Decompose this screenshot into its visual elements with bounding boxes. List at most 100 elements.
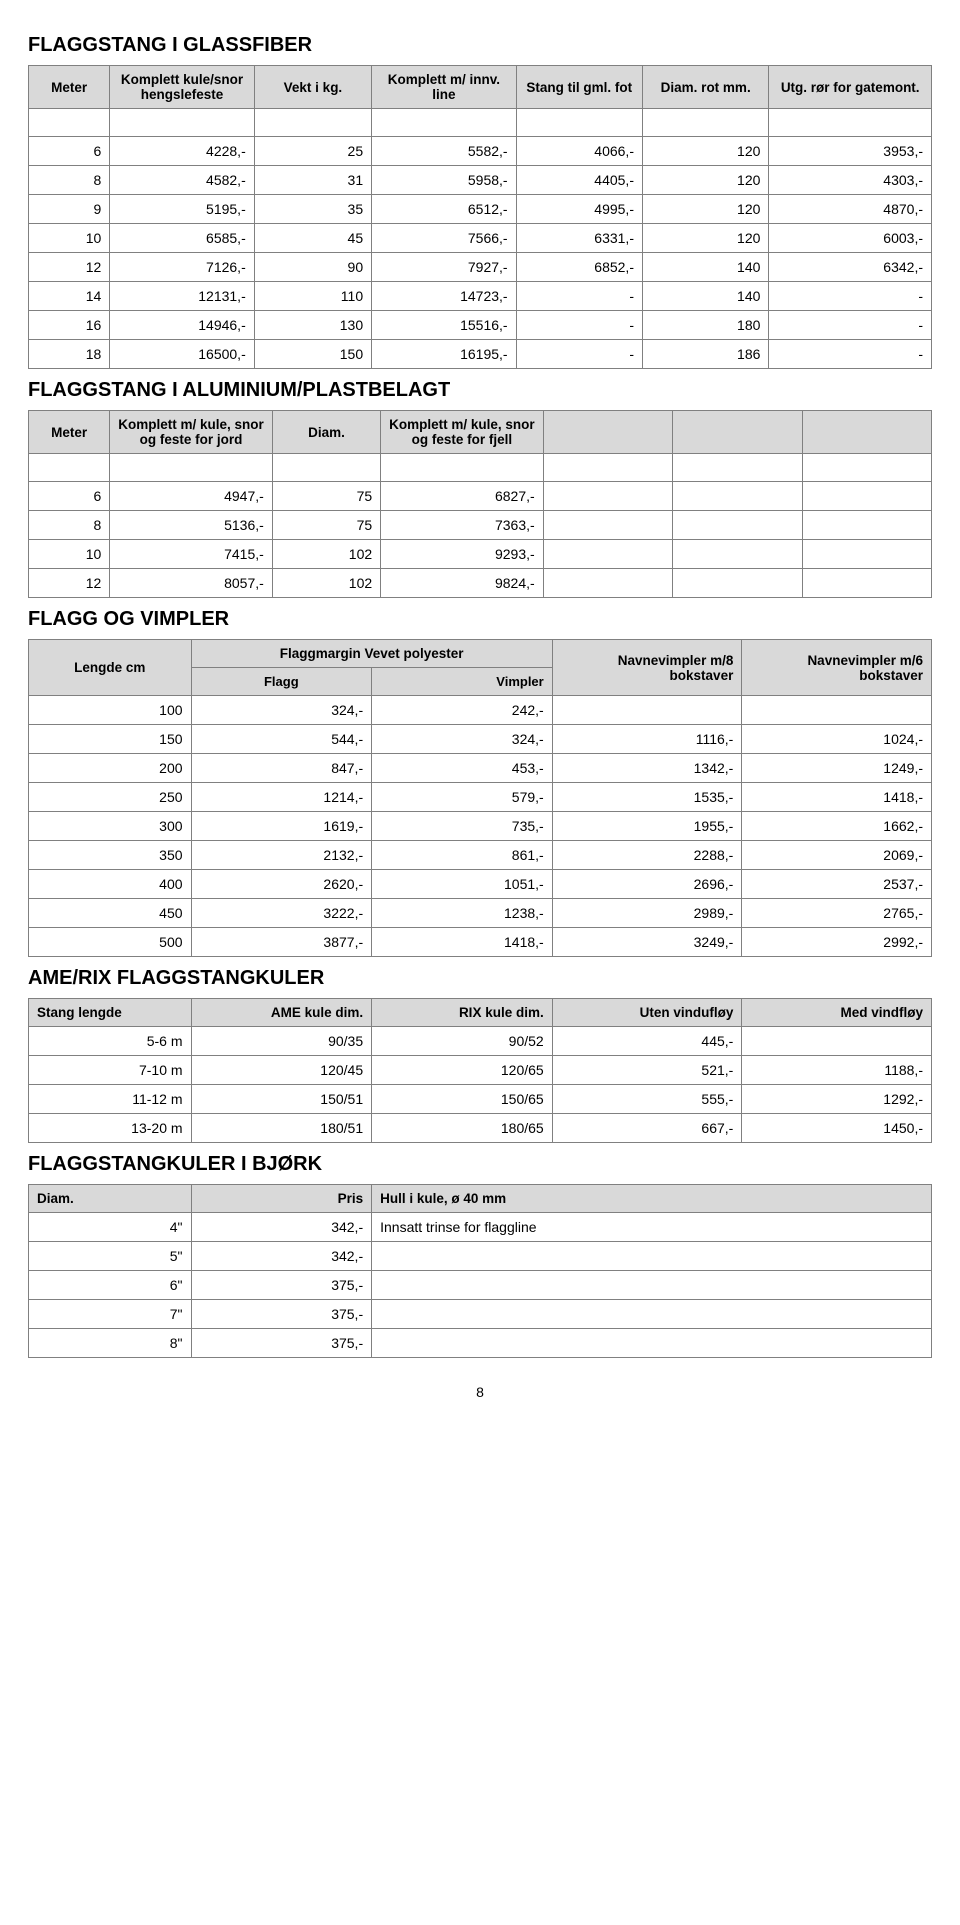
- table-header-row: Meter Komplett kule/snor hengslefeste Ve…: [29, 66, 932, 109]
- table-cell: 6: [29, 137, 110, 166]
- table-cell: 180/51: [191, 1114, 372, 1143]
- table-cell: 100: [29, 696, 192, 725]
- table-header-row: Lengde cm Flaggmargin Vevet polyester Na…: [29, 640, 932, 668]
- table-cell: 375,-: [191, 1300, 372, 1329]
- table-cell: 2765,-: [742, 899, 932, 928]
- table-cell: 120/65: [372, 1056, 553, 1085]
- page-number: 8: [28, 1384, 932, 1400]
- table-cell: 150/65: [372, 1085, 553, 1114]
- table-cell: 9824,-: [381, 569, 544, 598]
- table-row: 4503222,-1238,-2989,-2765,-: [29, 899, 932, 928]
- table-cell: -: [516, 340, 642, 369]
- table-cell: [742, 1027, 932, 1056]
- table-cell: 342,-: [191, 1242, 372, 1271]
- table-cell: 31: [254, 166, 371, 195]
- table-cell: 500: [29, 928, 192, 957]
- col-diam: Diam.: [272, 411, 380, 454]
- table-header-row: Meter Komplett m/ kule, snor og feste fo…: [29, 411, 932, 454]
- table-cell: 7363,-: [381, 511, 544, 540]
- col-diam-rot: Diam. rot mm.: [642, 66, 768, 109]
- table-cell: 300: [29, 812, 192, 841]
- col-komplett-jord: Komplett m/ kule, snor og feste for jord: [110, 411, 273, 454]
- table-cell: [372, 1242, 932, 1271]
- table-cell: 5958,-: [372, 166, 516, 195]
- table-cell: 16195,-: [372, 340, 516, 369]
- table-cell: 180/65: [372, 1114, 553, 1143]
- table-cell: 35: [254, 195, 371, 224]
- table-cell: 1188,-: [742, 1056, 932, 1085]
- table-row: 106585,-457566,-6331,-1206003,-: [29, 224, 932, 253]
- table-aluminium: Meter Komplett m/ kule, snor og feste fo…: [28, 410, 932, 598]
- table-cell: 1619,-: [191, 812, 372, 841]
- col-komplett-innv: Komplett m/ innv. line: [372, 66, 516, 109]
- table-cell: 1238,-: [372, 899, 553, 928]
- table-header-row: Diam. Pris Hull i kule, ø 40 mm: [29, 1185, 932, 1213]
- table-cell: 450: [29, 899, 192, 928]
- table-cell: 8057,-: [110, 569, 273, 598]
- table-cell: -: [516, 282, 642, 311]
- table-cell: 6331,-: [516, 224, 642, 253]
- table-cell: 1214,-: [191, 783, 372, 812]
- table-cell: 8: [29, 511, 110, 540]
- table-row: 64228,-255582,-4066,-1203953,-: [29, 137, 932, 166]
- table-cell: 6: [29, 482, 110, 511]
- table-row: 1816500,-15016195,--186-: [29, 340, 932, 369]
- table-cell: 324,-: [191, 696, 372, 725]
- table-cell: 3222,-: [191, 899, 372, 928]
- col-nv6: Navnevimpler m/6 bokstaver: [742, 640, 932, 696]
- table-row: 4"342,-Innsatt trinse for flaggline: [29, 1213, 932, 1242]
- table-cell: -: [769, 311, 932, 340]
- table-row: 1412131,-11014723,--140-: [29, 282, 932, 311]
- table-cell: [372, 1271, 932, 1300]
- table-cell: 861,-: [372, 841, 553, 870]
- col-hull: Hull i kule, ø 40 mm: [372, 1185, 932, 1213]
- table-cell: 10: [29, 540, 110, 569]
- table-cell: 10: [29, 224, 110, 253]
- table-cell: 2132,-: [191, 841, 372, 870]
- table-cell: 2537,-: [742, 870, 932, 899]
- table-cell: 120: [642, 224, 768, 253]
- table-cell: 445,-: [552, 1027, 742, 1056]
- table-row: 150544,-324,-1116,-1024,-: [29, 725, 932, 754]
- table-cell: 1662,-: [742, 812, 932, 841]
- table-cell: 5195,-: [110, 195, 254, 224]
- col-komplett-hengsle: Komplett kule/snor hengslefeste: [110, 66, 254, 109]
- table-cell: 18: [29, 340, 110, 369]
- col-blank: [543, 411, 672, 454]
- table-cell: 1535,-: [552, 783, 742, 812]
- table-cell: [673, 511, 802, 540]
- table-cell: 15516,-: [372, 311, 516, 340]
- table-cell: [742, 696, 932, 725]
- table-row: 84582,-315958,-4405,-1204303,-: [29, 166, 932, 195]
- table-row: 13-20 m180/51180/65667,-1450,-: [29, 1114, 932, 1143]
- table-amerix: Stang lengde AME kule dim. RIX kule dim.…: [28, 998, 932, 1143]
- spacer-row: [29, 109, 932, 137]
- table-cell: 150/51: [191, 1085, 372, 1114]
- table-cell: 7-10 m: [29, 1056, 192, 1085]
- table-cell: 5": [29, 1242, 192, 1271]
- col-meter: Meter: [29, 411, 110, 454]
- table-cell: [673, 540, 802, 569]
- table-glassfiber: Meter Komplett kule/snor hengslefeste Ve…: [28, 65, 932, 369]
- table-cell: 140: [642, 282, 768, 311]
- col-stang-lengde: Stang lengde: [29, 999, 192, 1027]
- table-cell: 847,-: [191, 754, 372, 783]
- col-ame-dim: AME kule dim.: [191, 999, 372, 1027]
- table-cell: 453,-: [372, 754, 553, 783]
- table-cell: 130: [254, 311, 371, 340]
- table-cell: -: [516, 311, 642, 340]
- table-cell: [802, 569, 931, 598]
- table-row: 200847,-453,-1342,-1249,-: [29, 754, 932, 783]
- table-cell: 1292,-: [742, 1085, 932, 1114]
- table-row: 100324,-242,-: [29, 696, 932, 725]
- table-cell: 250: [29, 783, 192, 812]
- col-stang-gml: Stang til gml. fot: [516, 66, 642, 109]
- table-cell: 25: [254, 137, 371, 166]
- table-cell: 200: [29, 754, 192, 783]
- section-title-amerix: AME/RIX FLAGGSTANGKULER: [28, 967, 932, 990]
- table-row: 64947,-756827,-: [29, 482, 932, 511]
- table-cell: [802, 482, 931, 511]
- table-cell: 3953,-: [769, 137, 932, 166]
- table-cell: 120: [642, 137, 768, 166]
- table-cell: 180: [642, 311, 768, 340]
